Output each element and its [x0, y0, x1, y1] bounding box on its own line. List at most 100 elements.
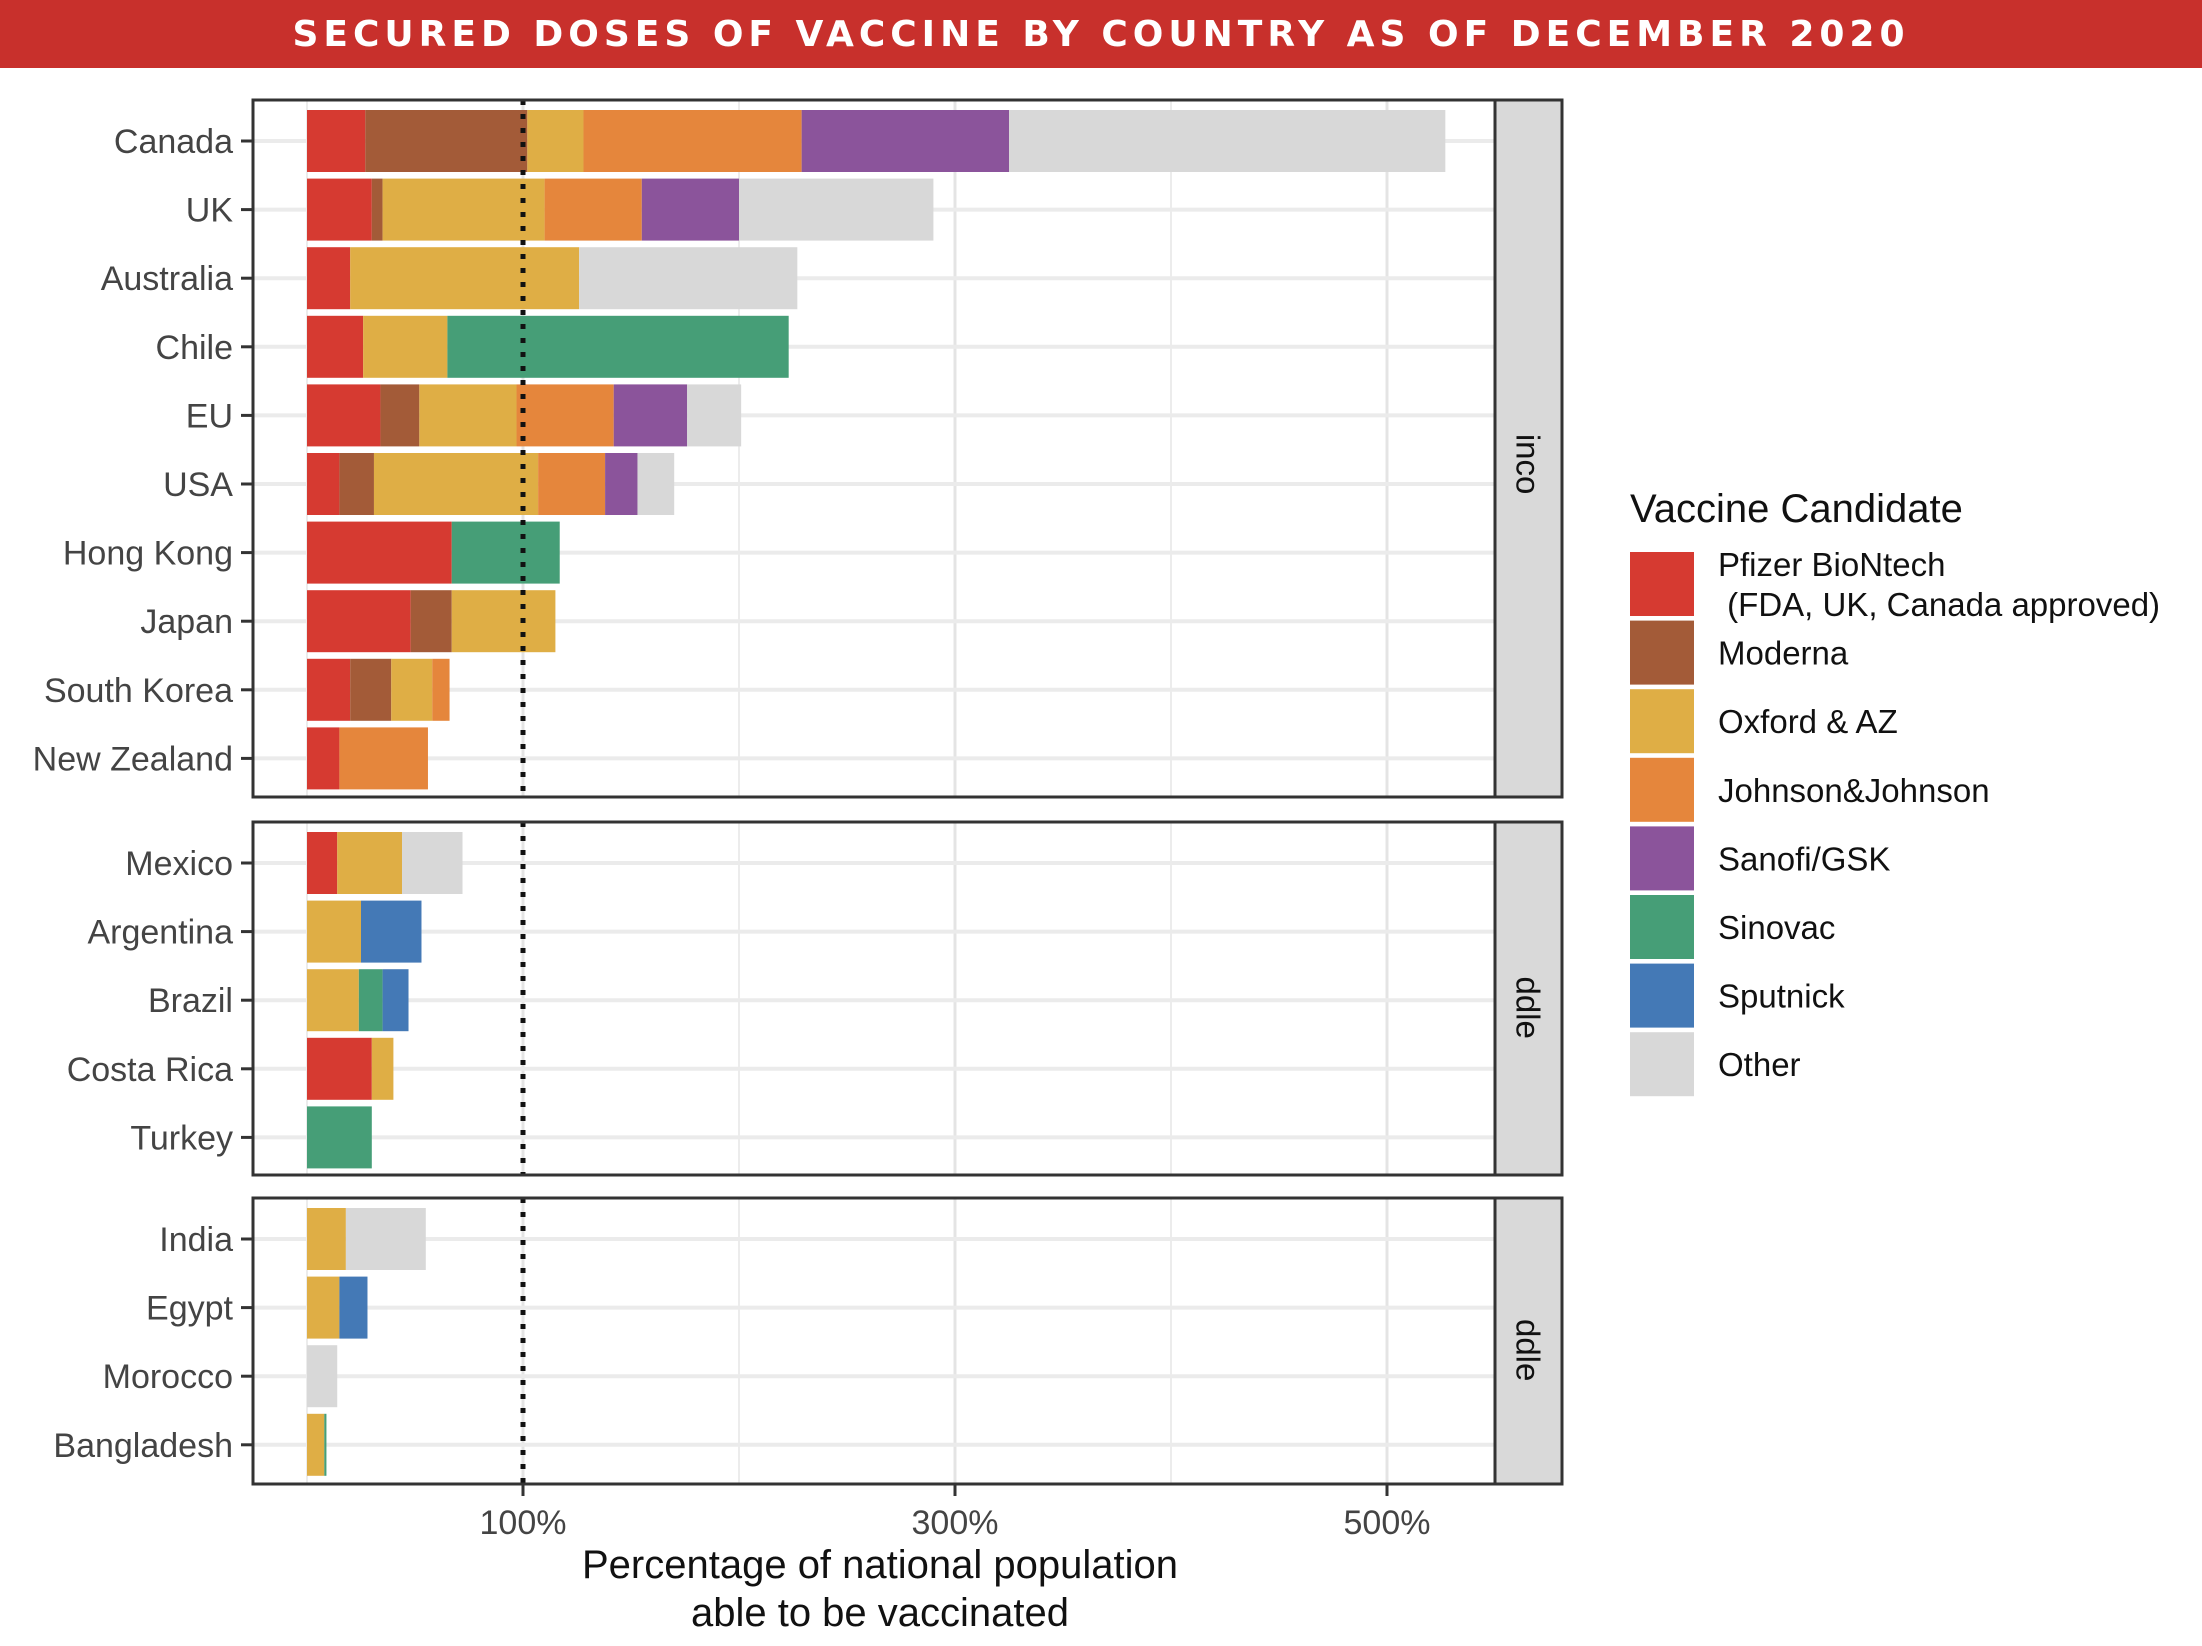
- x-tick-label: 500%: [1344, 1504, 1431, 1542]
- bar-segment-mexico-7: [402, 832, 463, 894]
- bar-segment-usa-1: [339, 453, 374, 515]
- bar-segment-bangladesh-2: [307, 1413, 325, 1476]
- bar-segment-mexico-0: [307, 832, 338, 894]
- bar-segment-australia-2: [350, 247, 580, 310]
- bar-segment-usa-3: [538, 453, 606, 515]
- bar-segment-india-2: [307, 1208, 346, 1270]
- country-label: Japan: [140, 603, 233, 641]
- bar-segment-canada-4: [801, 110, 1009, 172]
- facet-label: High income: [1510, 357, 1547, 540]
- bar-segment-brazil-5: [358, 969, 383, 1032]
- bar-segment-egypt-6: [339, 1276, 368, 1339]
- panel-background: [253, 1198, 1495, 1484]
- bar-segment-eu-7: [687, 384, 742, 447]
- legend-label: Sinovac: [1718, 909, 1835, 946]
- bar-segment-canada-7: [1009, 110, 1446, 172]
- bar-segment-morocco-7: [307, 1345, 338, 1408]
- legend-label: Sputnick: [1718, 978, 1845, 1015]
- bar-segment-usa-7: [637, 453, 675, 515]
- bar-segment-argentina-2: [307, 900, 361, 963]
- legend-key: [1630, 757, 1694, 822]
- country-label: Bangladesh: [53, 1427, 233, 1465]
- country-label: Canada: [114, 123, 233, 161]
- bar-segment-eu-0: [307, 384, 381, 447]
- bar-segment-australia-7: [579, 247, 798, 310]
- bar-segment-south-korea-3: [432, 658, 450, 721]
- x-tick-label: 100%: [480, 1504, 567, 1542]
- bar-segment-eu-4: [613, 384, 688, 447]
- facet-strip: [1493, 1196, 1564, 1486]
- country-label: Brazil: [148, 982, 233, 1020]
- legend-key: [1630, 895, 1694, 959]
- bar-segment-new-zealand-0: [307, 727, 340, 790]
- country-label: Mexico: [125, 845, 233, 883]
- legend-label: Sanofi/GSK: [1718, 840, 1890, 877]
- x-tick-label: 300%: [912, 1504, 999, 1542]
- bar-segment-mexico-2: [337, 832, 403, 894]
- legend-title: Vaccine Candidate: [1630, 487, 1963, 531]
- bar-segment-japan-2: [451, 590, 556, 653]
- legend-key: [1630, 620, 1694, 685]
- bar-segment-egypt-2: [307, 1276, 340, 1339]
- country-label: Egypt: [146, 1290, 233, 1328]
- bar-segment-turkey-5: [307, 1106, 372, 1169]
- country-label: Morocco: [103, 1358, 233, 1396]
- legend-key: [1630, 689, 1694, 754]
- bar-segment-costa-rica-2: [371, 1037, 394, 1100]
- bar-segment-chile-2: [363, 315, 448, 378]
- legend-key: [1630, 826, 1694, 891]
- bar-segment-eu-3: [516, 384, 614, 447]
- bar-segment-south-korea-1: [350, 658, 392, 721]
- bar-segment-costa-rica-0: [307, 1037, 372, 1100]
- country-label: Costa Rica: [67, 1051, 233, 1089]
- chart-title: SECURED DOSES OF VACCINE BY COUNTRY AS O…: [292, 13, 1910, 55]
- title-banner: SECURED DOSES OF VACCINE BY COUNTRY AS O…: [0, 0, 2202, 68]
- bar-segment-uk-2: [382, 178, 545, 241]
- country-label: UK: [186, 192, 234, 230]
- facet-strip: [1493, 820, 1564, 1177]
- bar-segment-hong-kong-5: [451, 521, 560, 584]
- legend-key: [1630, 963, 1694, 1028]
- country-label: South Korea: [44, 672, 233, 710]
- bar-segment-chile-5: [447, 315, 789, 378]
- bar-segment-argentina-6: [361, 900, 422, 963]
- country-label: Turkey: [130, 1119, 233, 1157]
- bar-segment-usa-2: [373, 453, 539, 515]
- country-label: EU: [186, 397, 233, 435]
- facet-strip: [1493, 98, 1564, 799]
- legend-label: Moderna: [1718, 635, 1849, 672]
- bar-segment-uk-1: [371, 178, 383, 241]
- legend-label: Johnson&Johnson: [1718, 772, 1990, 809]
- country-label: Australia: [101, 260, 233, 298]
- bar-segment-uk-0: [307, 178, 372, 241]
- legend-label: Other: [1718, 1046, 1801, 1083]
- bar-segment-eu-2: [419, 384, 517, 447]
- country-label: USA: [163, 466, 233, 504]
- bar-segment-hong-kong-0: [307, 521, 452, 584]
- legend-label: Pfizer BioNtech (FDA, UK, Canada approve…: [1718, 546, 2160, 623]
- bar-segment-usa-4: [605, 453, 638, 515]
- x-axis-title: Percentage of national population able to…: [582, 1543, 1178, 1635]
- legend-key: [1630, 1032, 1694, 1097]
- bar-segment-uk-4: [641, 178, 739, 241]
- bar-segment-australia-0: [307, 247, 351, 310]
- bar-segment-india-7: [345, 1208, 426, 1270]
- country-label: Hong Kong: [63, 535, 233, 573]
- bar-segment-uk-3: [544, 178, 642, 241]
- country-label: New Zealand: [33, 740, 233, 778]
- bar-segment-south-korea-2: [391, 658, 433, 721]
- bar-segment-japan-0: [307, 590, 411, 653]
- country-label: Chile: [156, 329, 233, 367]
- bar-segment-japan-1: [410, 590, 452, 653]
- bar-segment-canada-3: [583, 110, 802, 172]
- bar-segment-usa-0: [307, 453, 340, 515]
- bar-segment-south-korea-0: [307, 658, 351, 721]
- bar-segment-bangladesh-5: [324, 1413, 327, 1476]
- bar-segment-canada-1: [365, 110, 528, 172]
- legend-label: Oxford & AZ: [1718, 703, 1898, 740]
- bar-segment-canada-2: [527, 110, 584, 172]
- bar-segment-eu-1: [380, 384, 420, 447]
- legend-key: [1630, 552, 1694, 616]
- facet-label: Upper middle income: [1510, 843, 1547, 1155]
- facet-label: Lower middle income: [1510, 1185, 1547, 1497]
